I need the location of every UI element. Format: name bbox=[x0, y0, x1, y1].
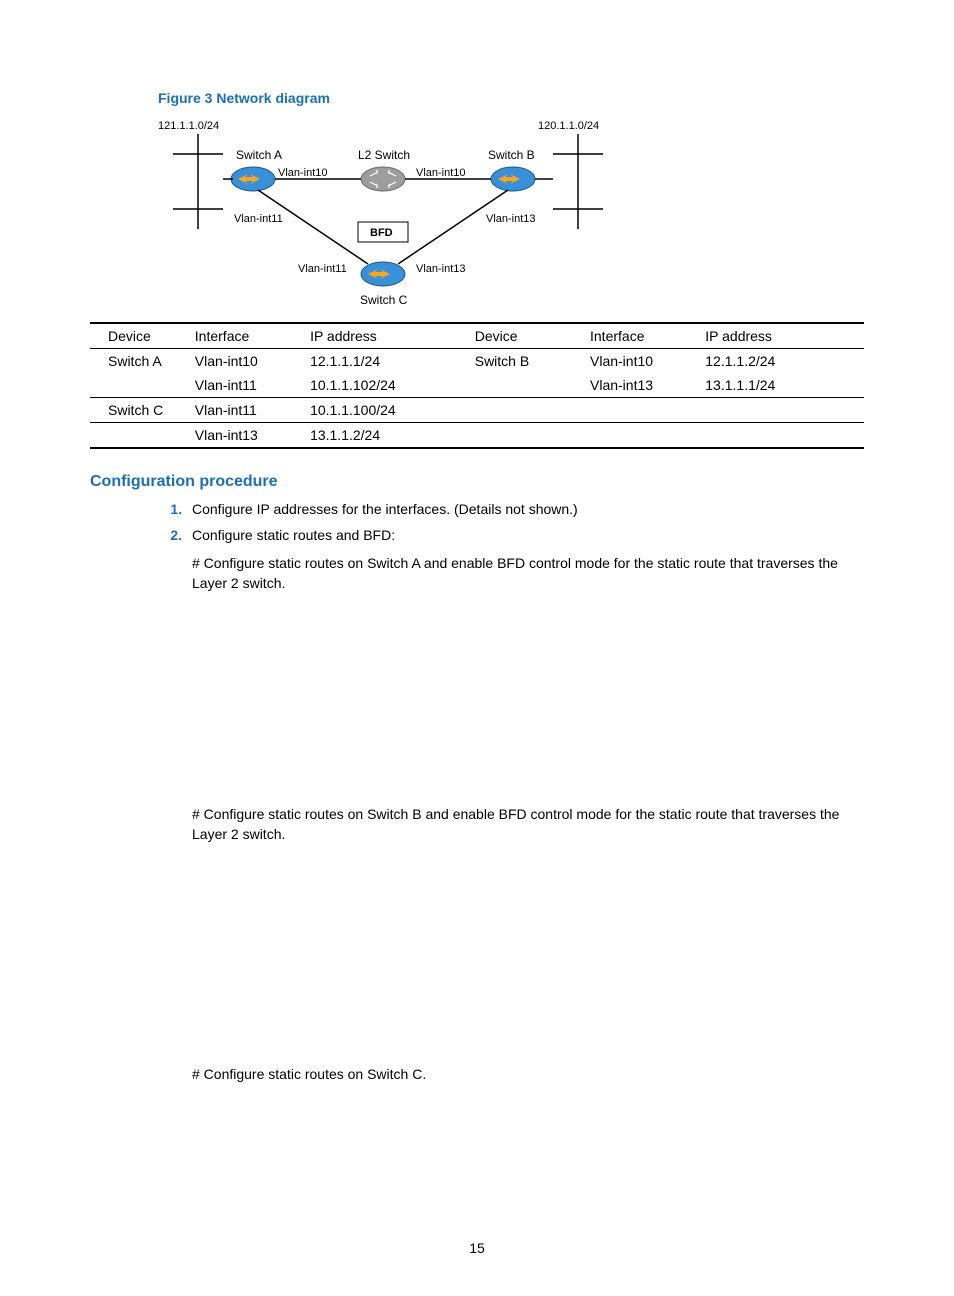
step-2a-text: # Configure static routes on Switch A an… bbox=[192, 553, 864, 594]
table-cell bbox=[699, 398, 864, 423]
table-cell bbox=[699, 423, 864, 449]
th-device-2: Device bbox=[469, 323, 584, 349]
vlan13-bottom: Vlan-int13 bbox=[416, 263, 466, 275]
page-number: 15 bbox=[0, 1240, 954, 1256]
l2-switch-icon bbox=[361, 167, 405, 191]
ip-address-table: Device Interface IP address Device Inter… bbox=[90, 322, 864, 449]
switch-c-icon bbox=[361, 262, 405, 286]
table-cell: 13.1.1.1/24 bbox=[699, 373, 864, 398]
table-row: Switch AVlan-int1012.1.1.1/24Switch BVla… bbox=[90, 349, 864, 374]
net-left-label: 121.1.1.0/24 bbox=[158, 120, 219, 132]
th-interface-1: Interface bbox=[189, 323, 304, 349]
table-cell: Switch C bbox=[90, 398, 189, 423]
vlan10-left: Vlan-int10 bbox=[278, 167, 328, 179]
th-device-1: Device bbox=[90, 323, 189, 349]
table-cell: Vlan-int10 bbox=[584, 349, 699, 374]
th-ip-1: IP address bbox=[304, 323, 469, 349]
figure-caption: Figure 3 Network diagram bbox=[158, 90, 864, 106]
table-cell bbox=[469, 423, 584, 449]
switch-b-icon bbox=[491, 167, 535, 191]
network-diagram: 121.1.1.0/24 120.1.1.0/24 Switch A L2 Sw… bbox=[158, 114, 864, 314]
table-cell: 12.1.1.2/24 bbox=[699, 349, 864, 374]
switch-a-label: Switch A bbox=[236, 148, 282, 162]
table-cell bbox=[584, 398, 699, 423]
net-right-label: 120.1.1.0/24 bbox=[538, 120, 599, 132]
step-1-text: Configure IP addresses for the interface… bbox=[192, 501, 578, 517]
vlan13-top: Vlan-int13 bbox=[486, 213, 536, 225]
table-cell: Vlan-int13 bbox=[584, 373, 699, 398]
table-cell bbox=[90, 373, 189, 398]
table-cell: Switch B bbox=[469, 349, 584, 374]
table-cell: 13.1.1.2/24 bbox=[304, 423, 469, 449]
step-2b-text: # Configure static routes on Switch B an… bbox=[192, 804, 864, 845]
steps-list: Configure IP addresses for the interface… bbox=[158, 501, 864, 1084]
section-title: Configuration procedure bbox=[90, 473, 864, 491]
step-2: Configure static routes and BFD: # Confi… bbox=[186, 527, 864, 1084]
vlan10-right: Vlan-int10 bbox=[416, 167, 466, 179]
table-row: Vlan-int1313.1.1.2/24 bbox=[90, 423, 864, 449]
table-cell bbox=[469, 398, 584, 423]
step-1: Configure IP addresses for the interface… bbox=[186, 501, 864, 517]
table-cell: 12.1.1.1/24 bbox=[304, 349, 469, 374]
table-cell: Vlan-int13 bbox=[189, 423, 304, 449]
table-cell bbox=[469, 373, 584, 398]
bfd-label: BFD bbox=[370, 227, 393, 239]
l2-switch-label: L2 Switch bbox=[358, 148, 410, 162]
table-row: Switch CVlan-int1110.1.1.100/24 bbox=[90, 398, 864, 423]
table-cell bbox=[584, 423, 699, 449]
table-header-row: Device Interface IP address Device Inter… bbox=[90, 323, 864, 349]
step-2-text: Configure static routes and BFD: bbox=[192, 527, 395, 543]
switch-b-label: Switch B bbox=[488, 148, 535, 162]
th-interface-2: Interface bbox=[584, 323, 699, 349]
table-cell: 10.1.1.100/24 bbox=[304, 398, 469, 423]
step-2c-text: # Configure static routes on Switch C. bbox=[192, 1064, 864, 1084]
table-cell: 10.1.1.102/24 bbox=[304, 373, 469, 398]
table-cell: Vlan-int11 bbox=[189, 373, 304, 398]
vlan11-bottom: Vlan-int11 bbox=[298, 263, 347, 275]
switch-a-icon bbox=[231, 167, 275, 191]
table-row: Vlan-int1110.1.1.102/24 Vlan-int1313.1.1.… bbox=[90, 373, 864, 398]
table-cell: Vlan-int10 bbox=[189, 349, 304, 374]
switch-c-label: Switch C bbox=[360, 293, 408, 307]
table-cell: Vlan-int11 bbox=[189, 398, 304, 423]
table-cell bbox=[90, 423, 189, 449]
table-cell: Switch A bbox=[90, 349, 189, 374]
vlan11-top: Vlan-int11 bbox=[234, 213, 283, 225]
th-ip-2: IP address bbox=[699, 323, 864, 349]
